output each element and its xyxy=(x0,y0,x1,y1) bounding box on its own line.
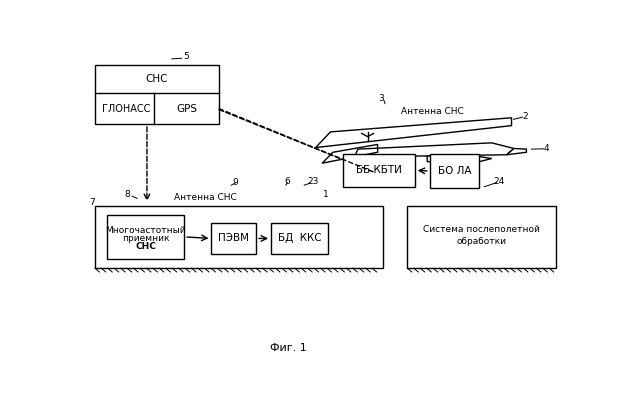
Text: 23: 23 xyxy=(307,177,318,186)
Text: 5: 5 xyxy=(184,52,189,61)
Bar xyxy=(108,215,184,259)
Text: ПЭВМ: ПЭВМ xyxy=(218,234,249,243)
Text: 1: 1 xyxy=(323,190,328,199)
Polygon shape xyxy=(507,149,527,155)
Text: БД  ККС: БД ККС xyxy=(278,234,321,243)
Text: 3: 3 xyxy=(378,94,384,103)
Bar xyxy=(95,206,383,268)
Bar xyxy=(271,223,328,254)
Polygon shape xyxy=(428,155,492,162)
Text: GPS: GPS xyxy=(176,103,197,114)
Polygon shape xyxy=(355,143,514,157)
Text: приемник: приемник xyxy=(122,234,170,243)
Bar xyxy=(343,154,415,187)
Bar xyxy=(408,206,556,268)
Text: Фиг. 1: Фиг. 1 xyxy=(270,343,307,353)
Text: ГЛОНАСС: ГЛОНАСС xyxy=(102,103,150,114)
Text: 9: 9 xyxy=(232,177,238,186)
Text: 2: 2 xyxy=(523,112,528,121)
Text: СНС: СНС xyxy=(135,242,156,251)
Bar xyxy=(429,154,479,188)
Text: Многочастотный: Многочастотный xyxy=(106,226,186,235)
Text: Система послеполетной: Система послеполетной xyxy=(423,225,540,234)
Text: БО ЛА: БО ЛА xyxy=(438,166,471,176)
Text: 24: 24 xyxy=(493,177,505,186)
Text: ББ КБТИ: ББ КБТИ xyxy=(356,165,402,175)
Text: Антенна СНС: Антенна СНС xyxy=(401,107,464,116)
Bar xyxy=(95,64,219,124)
Text: 4: 4 xyxy=(543,144,549,153)
Text: 7: 7 xyxy=(90,198,95,207)
Text: обработки: обработки xyxy=(457,237,507,246)
Text: 8: 8 xyxy=(124,190,130,199)
Text: Антенна СНС: Антенна СНС xyxy=(174,193,237,202)
Bar xyxy=(211,223,256,254)
Text: СНС: СНС xyxy=(146,74,168,84)
Text: 6: 6 xyxy=(284,177,290,186)
